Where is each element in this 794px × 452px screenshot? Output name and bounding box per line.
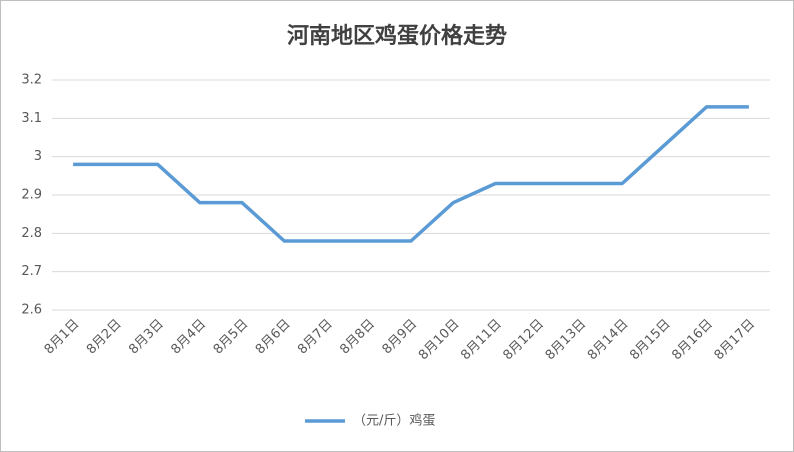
chart-title: 河南地区鸡蛋价格走势 [287, 23, 507, 49]
y-tick-label: 2.8 [21, 226, 42, 241]
y-tick-label: 3 [34, 149, 42, 164]
y-tick-label: 3.1 [21, 111, 42, 126]
y-tick-label: 2.7 [21, 264, 42, 279]
y-tick-label: 2.6 [21, 303, 42, 318]
legend-label: （元/斤）鸡蛋 [353, 413, 435, 429]
line-series [73, 105, 749, 243]
y-tick-label: 2.9 [21, 188, 42, 203]
y-tick-label: 3.2 [21, 73, 42, 88]
